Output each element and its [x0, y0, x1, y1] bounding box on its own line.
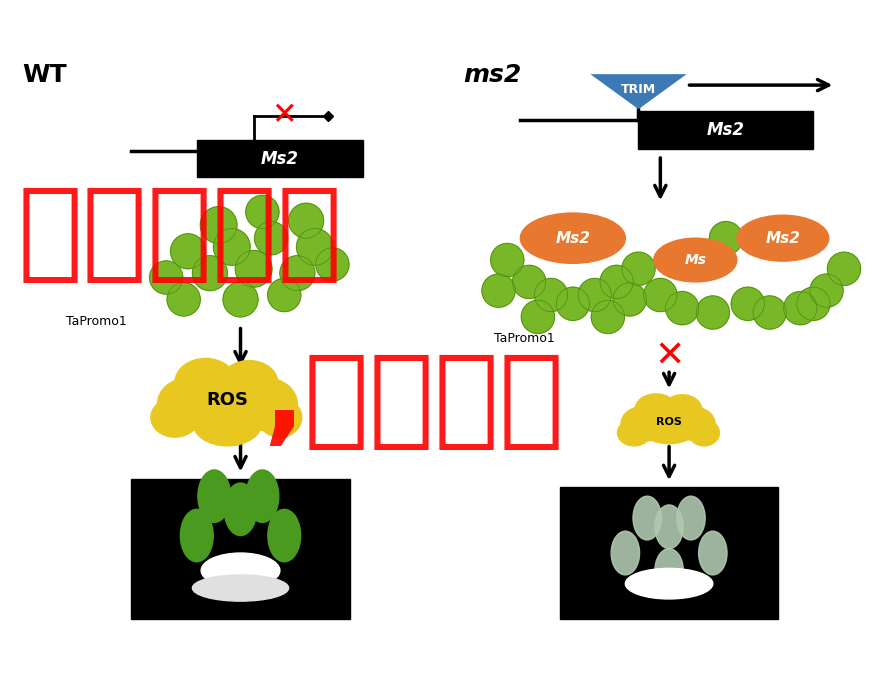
Text: TaPromo1: TaPromo1 — [493, 332, 554, 345]
Ellipse shape — [620, 407, 664, 441]
Circle shape — [481, 274, 515, 307]
Text: ,数码产品: ,数码产品 — [263, 348, 564, 454]
Circle shape — [315, 248, 349, 281]
Circle shape — [621, 252, 654, 286]
Text: Ms: Ms — [684, 253, 706, 267]
Text: TaPromo1: TaPromo1 — [66, 315, 126, 328]
Ellipse shape — [192, 398, 263, 446]
Ellipse shape — [653, 238, 736, 282]
Ellipse shape — [258, 398, 301, 437]
FancyBboxPatch shape — [637, 111, 812, 149]
Circle shape — [752, 296, 786, 329]
Circle shape — [255, 222, 287, 255]
Circle shape — [521, 300, 554, 334]
Circle shape — [600, 265, 632, 299]
Text: 我要自学网: 我要自学网 — [18, 181, 342, 287]
Circle shape — [490, 243, 523, 277]
FancyBboxPatch shape — [197, 140, 363, 177]
Ellipse shape — [246, 470, 278, 523]
Ellipse shape — [616, 420, 650, 446]
Circle shape — [296, 229, 333, 265]
Circle shape — [288, 203, 323, 238]
Circle shape — [149, 261, 183, 294]
Circle shape — [826, 252, 860, 286]
Ellipse shape — [201, 553, 279, 588]
Circle shape — [613, 283, 645, 316]
Circle shape — [643, 279, 676, 311]
Ellipse shape — [736, 215, 828, 261]
Ellipse shape — [179, 367, 275, 433]
Circle shape — [267, 279, 300, 311]
Ellipse shape — [662, 395, 702, 425]
Ellipse shape — [175, 359, 236, 407]
Ellipse shape — [624, 569, 712, 599]
Circle shape — [695, 296, 729, 329]
Ellipse shape — [632, 496, 660, 540]
Circle shape — [795, 287, 829, 320]
Circle shape — [534, 279, 567, 311]
Circle shape — [223, 282, 258, 317]
Ellipse shape — [236, 378, 297, 431]
Text: Ms2: Ms2 — [555, 231, 590, 245]
Ellipse shape — [688, 420, 718, 446]
FancyBboxPatch shape — [131, 479, 349, 619]
Circle shape — [783, 291, 816, 325]
Text: ROS: ROS — [655, 417, 681, 427]
Ellipse shape — [220, 361, 277, 404]
Polygon shape — [590, 74, 686, 109]
Circle shape — [213, 229, 250, 265]
Ellipse shape — [268, 509, 300, 562]
Circle shape — [246, 195, 278, 229]
Text: Ms2: Ms2 — [765, 231, 799, 245]
Text: ROS: ROS — [206, 391, 248, 409]
Text: Ms2: Ms2 — [261, 149, 299, 167]
Text: WT: WT — [22, 63, 67, 88]
Ellipse shape — [520, 213, 624, 263]
Circle shape — [665, 291, 698, 325]
Circle shape — [809, 274, 842, 307]
Circle shape — [578, 279, 611, 311]
Circle shape — [192, 256, 227, 291]
Text: ✕: ✕ — [653, 339, 683, 373]
Circle shape — [512, 265, 545, 299]
Text: TRIM: TRIM — [620, 83, 655, 96]
Circle shape — [279, 256, 314, 291]
Circle shape — [730, 287, 764, 320]
Text: ✕: ✕ — [271, 101, 297, 130]
Ellipse shape — [180, 509, 213, 562]
Circle shape — [167, 283, 200, 316]
Ellipse shape — [654, 505, 682, 548]
Ellipse shape — [698, 531, 726, 575]
Ellipse shape — [636, 400, 702, 443]
Circle shape — [170, 234, 205, 269]
Ellipse shape — [654, 548, 682, 592]
Text: ms2: ms2 — [463, 63, 522, 88]
Text: Ms2: Ms2 — [706, 121, 744, 139]
Circle shape — [709, 222, 742, 255]
Ellipse shape — [198, 470, 230, 523]
Ellipse shape — [151, 398, 198, 437]
Ellipse shape — [224, 483, 256, 536]
Circle shape — [200, 206, 237, 243]
Ellipse shape — [634, 394, 676, 425]
Ellipse shape — [675, 407, 714, 441]
FancyBboxPatch shape — [559, 487, 778, 619]
Ellipse shape — [192, 575, 288, 601]
Ellipse shape — [610, 531, 639, 575]
Circle shape — [591, 300, 623, 334]
Ellipse shape — [157, 378, 219, 431]
Circle shape — [556, 287, 589, 320]
Circle shape — [235, 250, 271, 287]
Ellipse shape — [676, 496, 704, 540]
